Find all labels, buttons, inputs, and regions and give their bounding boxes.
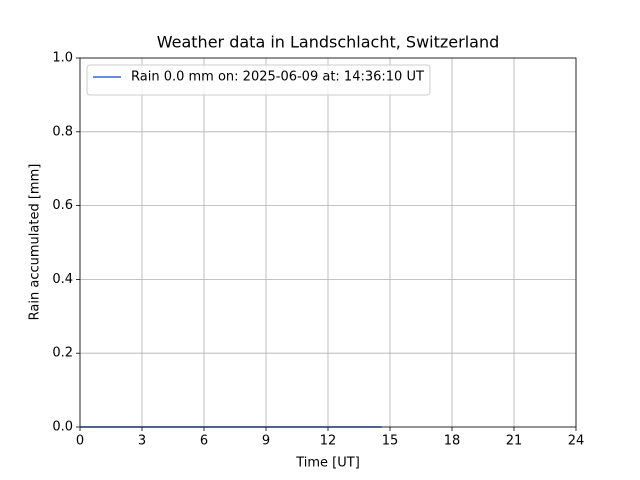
x-tick-label: 3 — [138, 434, 146, 449]
legend-box — [86, 64, 431, 96]
plot-frame — [79, 57, 577, 428]
x-tick-label: 24 — [568, 434, 585, 449]
x-axis-label: Time [UT] — [295, 456, 360, 471]
y-tick-label: 0.6 — [52, 198, 73, 213]
x-tick-label: 12 — [320, 434, 337, 449]
y-tick-label: 0.2 — [52, 346, 73, 361]
x-tick-label: 0 — [76, 434, 84, 449]
y-axis-label: Rain accumulated [mm] — [28, 164, 43, 321]
y-tick-label: 0.4 — [52, 272, 73, 287]
x-tick-label: 18 — [444, 434, 461, 449]
x-tick-label: 6 — [200, 434, 208, 449]
x-tick-label: 15 — [382, 434, 399, 449]
x-tick-label: 21 — [506, 434, 523, 449]
y-tick-label: 1.0 — [52, 51, 73, 66]
y-tick-label: 0.0 — [52, 420, 73, 435]
y-tick-label: 0.8 — [52, 124, 73, 139]
x-tick-label: 9 — [262, 434, 270, 449]
legend-label: Rain 0.0 mm on: 2025-06-09 at: 14:36:10 … — [131, 70, 424, 85]
chart-title: Weather data in Landschlacht, Switzerlan… — [157, 33, 500, 52]
